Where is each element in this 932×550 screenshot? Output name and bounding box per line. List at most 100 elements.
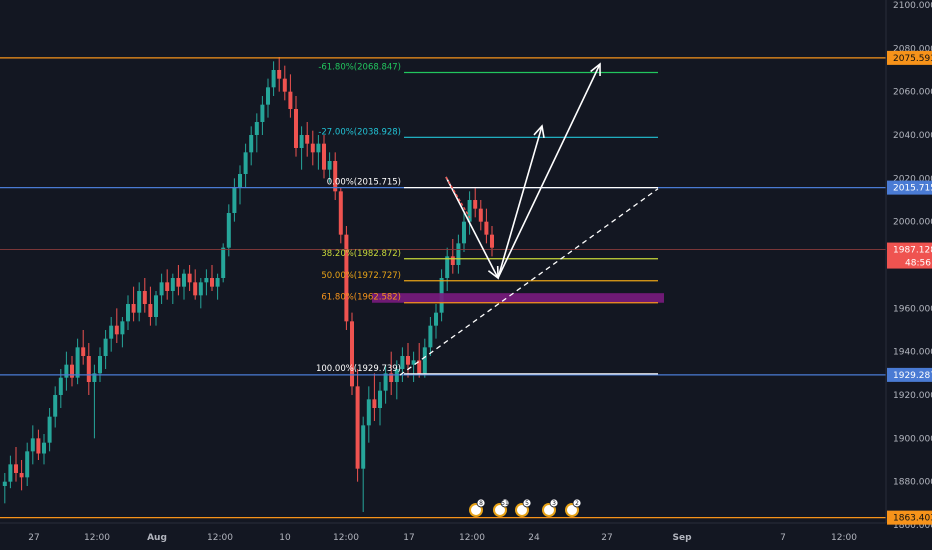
y-tick-label: 1920.000 — [893, 391, 932, 401]
candle-body — [254, 122, 259, 136]
candle-body — [165, 282, 170, 292]
candle-body — [170, 278, 175, 292]
candle-body — [322, 143, 326, 170]
y-tick-label: 2080.000 — [893, 44, 932, 54]
candle-body — [473, 200, 478, 209]
countdown-label: 48:56 — [905, 259, 931, 269]
arrow-up-2-head — [590, 62, 601, 77]
candle-body — [126, 304, 130, 322]
candle-body — [193, 282, 198, 296]
event-count: 51 — [501, 500, 509, 507]
current-price-tag — [887, 242, 932, 269]
y-tick-label: 2100.000 — [893, 1, 932, 11]
candle-body — [182, 273, 186, 287]
candle-body — [198, 282, 203, 296]
candle-body — [383, 373, 388, 391]
candle-body — [19, 473, 24, 478]
candle-body — [8, 464, 13, 482]
y-tick-label: 1960.000 — [893, 304, 932, 314]
candle-body — [86, 356, 91, 383]
y-tick-label: 2040.000 — [893, 131, 932, 141]
candle-body — [490, 234, 494, 248]
candle-body — [260, 104, 265, 123]
fib-label: 38.20%(1982.872) — [321, 249, 401, 259]
candle-body — [305, 135, 310, 144]
candle-body — [271, 70, 276, 88]
y-tick-label: 1940.000 — [893, 348, 932, 358]
candle-body — [226, 213, 231, 248]
candle-body — [445, 256, 450, 279]
candle-body — [478, 208, 483, 222]
fib-label: -27.00%(2038.928) — [318, 127, 401, 137]
candle-body — [338, 191, 343, 235]
y-tick-label: 2020.000 — [893, 174, 932, 184]
candle-body — [58, 377, 63, 396]
candle-body — [42, 442, 46, 454]
candle-body — [70, 364, 74, 378]
recent-dashed — [445, 176, 471, 219]
arrow-up-2 — [497, 63, 601, 279]
y-tick-label: 1880.000 — [893, 478, 932, 488]
arrow-down — [445, 176, 499, 279]
x-tick-label: Sep — [672, 533, 692, 543]
x-tick-label: 12:00 — [333, 533, 359, 543]
candle-body — [2, 481, 7, 487]
y-axis-background — [886, 0, 932, 550]
event-icon-inner — [544, 505, 554, 515]
candle-body — [422, 347, 427, 374]
candle-body — [366, 399, 371, 426]
candle-body — [159, 282, 164, 296]
candle-body — [428, 325, 433, 348]
candle-body — [462, 221, 466, 244]
candle-body — [344, 234, 349, 322]
candle-body — [36, 438, 41, 454]
candle-body — [14, 464, 18, 474]
candle-body — [243, 152, 248, 175]
candle-body — [176, 278, 181, 287]
event-icon-inner — [471, 505, 481, 515]
current-price-label: 1987.128 — [893, 246, 932, 256]
event-badge — [500, 498, 510, 508]
fib-label: 0.00%(2015.715) — [327, 178, 401, 188]
candle-body — [411, 360, 416, 365]
candle-body — [400, 356, 405, 370]
candle-body — [249, 135, 254, 153]
candle-body — [75, 347, 80, 378]
arrow-up-1 — [497, 125, 543, 279]
candle-body — [215, 278, 220, 287]
candle-body — [277, 70, 282, 79]
candle-body — [154, 295, 158, 318]
candle-body — [294, 109, 298, 149]
event-icon-inner — [517, 505, 527, 515]
candle-body — [25, 451, 30, 478]
event-badge — [572, 498, 582, 508]
candle-body — [282, 78, 287, 92]
fib-label: 100.00%(1929.739) — [316, 364, 401, 374]
candle-body — [221, 247, 226, 279]
x-tick-label: 7 — [780, 533, 786, 543]
event-badge — [549, 498, 559, 508]
candle-body — [350, 321, 354, 387]
candle-body — [333, 161, 338, 192]
event-count: 2 — [575, 500, 579, 507]
candle-body — [467, 200, 472, 222]
event-badge — [476, 498, 486, 508]
y-tick-label: 2060.000 — [893, 88, 932, 98]
candle-body — [456, 243, 461, 266]
fib-label: 50.00%(1972.727) — [321, 271, 401, 281]
event-icon-inner — [495, 505, 505, 515]
level-price-tag — [887, 180, 932, 195]
candle-body — [137, 291, 142, 313]
candle-body — [142, 291, 147, 305]
y-tick-label: 1900.000 — [893, 434, 932, 444]
candle-body — [64, 364, 69, 378]
candle-body — [92, 373, 97, 383]
x-tick-label: 10 — [279, 533, 291, 543]
y-tick-label: 1860.000 — [893, 521, 932, 531]
event-icon-inner — [567, 505, 577, 515]
candle-body — [103, 338, 108, 357]
event-count: 3 — [552, 500, 556, 507]
candle-body — [81, 347, 86, 357]
